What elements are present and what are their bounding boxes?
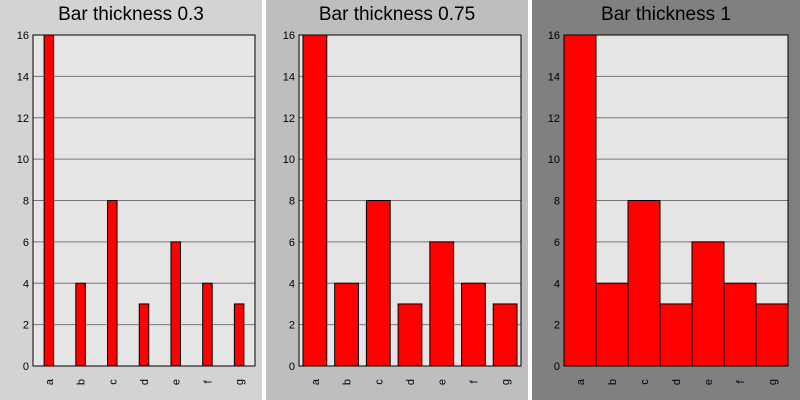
y-tick-label: 4 [554, 278, 560, 290]
chart-title: Bar thickness 0.75 [319, 4, 475, 25]
bar-b [595, 282, 629, 367]
y-tick-label: 16 [548, 30, 560, 42]
x-tick-label: b [607, 379, 619, 385]
bar-d [138, 303, 150, 367]
bar-f [461, 282, 486, 367]
x-tick-label: a [310, 378, 322, 385]
y-tick-label: 12 [283, 113, 295, 125]
plot-frame [32, 34, 256, 367]
y-tick-label: 4 [23, 278, 29, 290]
y-tick-label: 14 [17, 71, 29, 83]
y-tick-label: 10 [283, 154, 295, 166]
bar-g [233, 303, 245, 367]
bar-b [75, 282, 86, 367]
y-tick-label: 8 [23, 196, 29, 208]
y-tick-label: 16 [283, 30, 295, 42]
y-tick-label: 4 [289, 278, 295, 290]
y-tick-label: 10 [548, 154, 560, 166]
x-tick-label: b [76, 379, 88, 385]
y-tick-label: 8 [554, 196, 560, 208]
x-tick-label: c [373, 379, 385, 385]
bar-e [170, 241, 181, 367]
x-tick-label: e [437, 379, 449, 385]
y-tick-label: 14 [548, 71, 560, 83]
x-tick-label: c [107, 379, 119, 385]
y-tick-label: 2 [23, 320, 29, 332]
bar-g [492, 303, 518, 367]
y-tick-label: 0 [289, 361, 295, 373]
y-tick-label: 16 [17, 30, 29, 42]
bar-c [107, 200, 118, 367]
x-tick-label: b [342, 379, 354, 385]
x-tick-label: d [405, 379, 417, 385]
chart-title: Bar thickness 0.3 [58, 4, 204, 25]
chart-panel-1: Bar thickness 0.3 0 2 4 6 8 10 12 14 16 a b c d e f g [0, 0, 262, 400]
y-tick-label: 12 [548, 113, 560, 125]
bar-a [43, 34, 55, 367]
bar-c [627, 200, 661, 367]
bar-f [202, 282, 213, 367]
y-tick-label: 12 [17, 113, 29, 125]
x-tick-label: e [171, 379, 183, 385]
y-tick-label: 0 [23, 361, 29, 373]
bar-a [563, 34, 597, 367]
bar-d [659, 303, 693, 367]
y-tick-label: 6 [289, 237, 295, 249]
y-tick-label: 8 [289, 196, 295, 208]
x-tick-label: d [139, 379, 151, 385]
y-tick-label: 2 [289, 320, 295, 332]
x-tick-label: d [671, 379, 683, 385]
y-tick-label: 14 [283, 71, 295, 83]
x-tick-label: g [500, 379, 512, 385]
x-tick-label: a [575, 378, 587, 385]
bar-f [723, 282, 757, 367]
x-tick-label: f [468, 380, 480, 384]
bar-d [397, 303, 423, 367]
x-tick-label: c [639, 379, 651, 385]
x-tick-label: f [202, 380, 214, 384]
chart-panel-2: Bar thickness 0.75 0 2 4 6 8 10 12 14 16 a b c d e f g [266, 0, 528, 400]
bar-e [691, 241, 725, 367]
bar-c [365, 200, 391, 367]
plot-frame [563, 34, 789, 367]
x-tick-label: g [767, 379, 779, 385]
chart-title: Bar thickness 1 [601, 4, 731, 25]
y-tick-label: 6 [554, 237, 560, 249]
x-tick-label: a [44, 378, 56, 385]
x-tick-label: f [735, 380, 747, 384]
chart-panel-3: Bar thickness 1 0 2 4 6 8 10 12 14 16 a b c d e f g [532, 0, 800, 400]
plot-frame [298, 34, 522, 367]
y-tick-label: 0 [554, 361, 560, 373]
x-tick-label: g [234, 379, 246, 385]
bar-g [755, 303, 789, 367]
y-tick-label: 10 [17, 154, 29, 166]
bar-a [302, 34, 328, 367]
y-tick-label: 6 [23, 237, 29, 249]
x-tick-label: e [703, 379, 715, 385]
y-tick-label: 2 [554, 320, 560, 332]
bar-e [429, 241, 455, 367]
bar-b [334, 282, 359, 367]
